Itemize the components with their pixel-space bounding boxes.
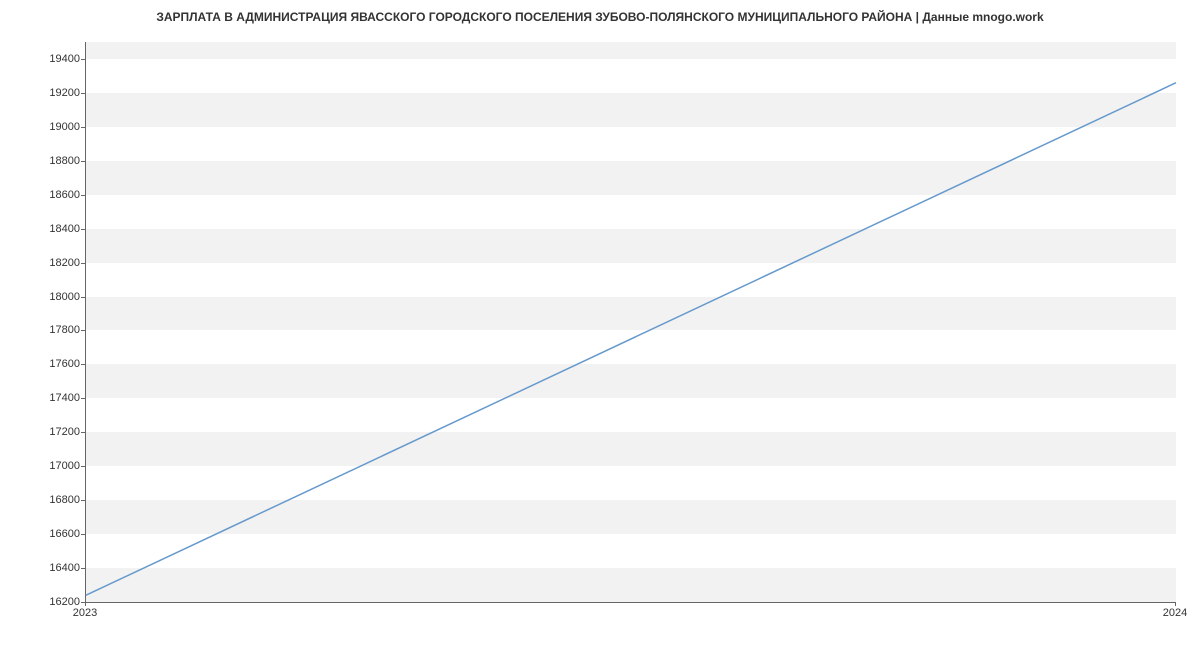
y-tick-label: 19400: [10, 53, 80, 65]
y-tick-mark: [81, 432, 85, 433]
y-tick-mark: [81, 330, 85, 331]
y-tick-mark: [81, 59, 85, 60]
plot-area: [85, 42, 1176, 603]
x-tick-label: 2024: [1163, 607, 1187, 619]
y-tick-label: 17000: [10, 460, 80, 472]
y-tick-label: 18000: [10, 291, 80, 303]
y-tick-mark: [81, 398, 85, 399]
y-tick-mark: [81, 195, 85, 196]
x-tick-mark: [1175, 602, 1176, 606]
data-line: [86, 83, 1176, 595]
y-tick-label: 18600: [10, 189, 80, 201]
y-tick-mark: [81, 500, 85, 501]
chart-line-svg: [86, 42, 1176, 602]
salary-line-chart: ЗАРПЛАТА В АДМИНИСТРАЦИЯ ЯВАССКОГО ГОРОД…: [0, 0, 1200, 650]
y-tick-label: 17400: [10, 392, 80, 404]
y-tick-mark: [81, 127, 85, 128]
y-tick-label: 18800: [10, 155, 80, 167]
y-tick-label: 17800: [10, 324, 80, 336]
y-tick-mark: [81, 161, 85, 162]
y-tick-mark: [81, 364, 85, 365]
y-tick-mark: [81, 568, 85, 569]
y-tick-mark: [81, 229, 85, 230]
y-tick-label: 16200: [10, 596, 80, 608]
y-tick-mark: [81, 93, 85, 94]
x-tick-label: 2023: [73, 607, 97, 619]
y-tick-mark: [81, 263, 85, 264]
x-tick-mark: [85, 602, 86, 606]
y-tick-label: 16400: [10, 562, 80, 574]
y-tick-label: 18400: [10, 223, 80, 235]
chart-title: ЗАРПЛАТА В АДМИНИСТРАЦИЯ ЯВАССКОГО ГОРОД…: [0, 10, 1200, 24]
y-tick-label: 17200: [10, 426, 80, 438]
y-tick-label: 19200: [10, 87, 80, 99]
y-tick-mark: [81, 297, 85, 298]
y-tick-label: 16600: [10, 528, 80, 540]
y-tick-label: 19000: [10, 121, 80, 133]
y-tick-mark: [81, 466, 85, 467]
y-tick-mark: [81, 534, 85, 535]
y-tick-label: 16800: [10, 494, 80, 506]
y-tick-label: 18200: [10, 257, 80, 269]
y-tick-label: 17600: [10, 358, 80, 370]
